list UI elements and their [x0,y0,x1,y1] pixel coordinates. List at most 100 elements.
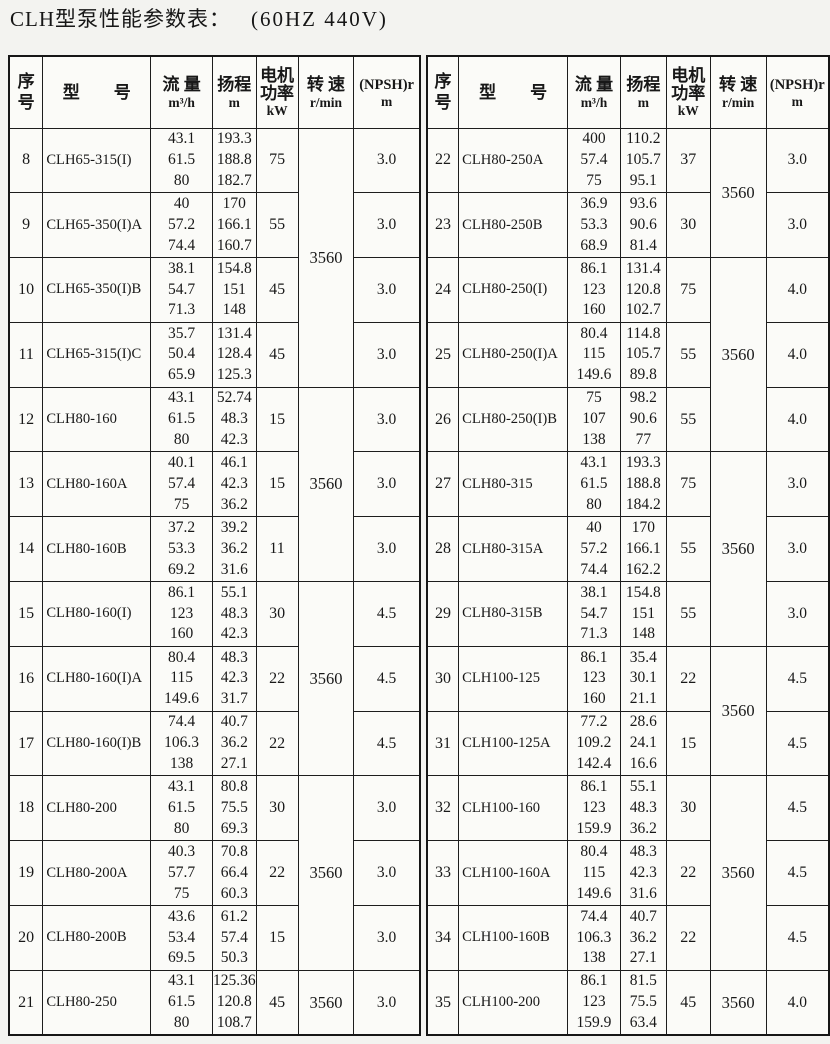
flow-cell: 40.3 57.7 75 [150,840,213,907]
power-cell: 55 [255,192,299,259]
head-cell: 125.36 120.8 108.7 [211,969,257,1036]
table-row: 20 CLH80-200B 43.6 53.4 69.5 61.2 57.4 50.3 15 3.… [8,905,421,971]
seq-cell: 26 [426,386,460,453]
header-npsh: (NPSH)r m [353,55,421,129]
seq-cell: 21 [8,969,44,1036]
model-cell: CLH80-200 [42,775,152,842]
flow-cell: 43.1 61.5 80 [150,775,213,842]
flow-cell: 86.1 123 160 [150,581,213,647]
seq-cell: 22 [426,127,460,194]
head-cell: 170 166.1 162.2 [619,516,667,583]
table-row: 21 CLH80-250 43.1 61.5 80 125.36 120.8 108.7 45 3… [8,969,421,1036]
header-model: 型 号 [42,55,152,129]
flow-cell: 38.1 54.7 71.3 [150,257,213,323]
flow-cell: 36.9 53.3 68.9 [567,192,621,259]
seq-cell: 30 [426,645,460,712]
header-model: 型 号 [458,55,569,129]
flow-cell: 77.2 109.2 142.4 [567,710,621,777]
table-row: 13 CLH80-160A 40.1 57.4 75 46.1 42.3 36.2 15 3.0 [8,451,421,518]
model-cell: CLH80-315 [458,451,569,518]
power-cell: 15 [665,710,711,777]
seq-cell: 24 [426,257,460,323]
table-row: 33 CLH100-160A 80.4 115 149.6 48.3 42.3 31.6 22 4… [426,840,830,907]
flow-cell: 43.1 61.5 80 [150,969,213,1036]
head-cell: 80.8 75.5 69.3 [211,775,257,842]
power-cell: 55 [665,321,711,388]
head-cell: 39.2 36.2 31.6 [211,516,257,583]
power-cell: 55 [665,581,711,647]
title-voltage: (60HZ 440V) [251,7,388,31]
header-row: 序号型 号流 量 m³/h 扬程 m 电机 功率 kW 转 速 r/min (NPSH)r m [8,55,421,129]
head-cell: 81.5 75.5 63.4 [619,969,667,1036]
table-row: 30 CLH100-125 86.1 123 160 35.4 30.1 21.1 22 3560… [426,645,830,777]
header-seq: 序号 [426,55,460,129]
head-cell: 46.1 42.3 36.2 [211,451,257,518]
npsh-cell: 4.5 [353,710,421,777]
model-cell: CLH80-160 [42,386,152,453]
head-cell: 98.2 90.6 77 [619,386,667,453]
seq-cell: 25 [426,321,460,388]
power-cell: 45 [255,321,299,388]
power-cell: 30 [255,775,299,842]
table-row: 15 CLH80-160(I) 86.1 123 160 55.1 48.3 42.3 30 35… [8,581,421,777]
npsh-cell: 3.0 [353,516,421,583]
table-row: 35 CLH100-200 86.1 123 159.9 81.5 75.5 63.4 45 35… [426,969,830,1036]
npsh-cell: 4.5 [353,645,421,712]
speed-cell: 3560 [709,645,767,777]
flow-cell: 40.1 57.4 75 [150,451,213,518]
power-cell: 22 [255,840,299,907]
header-seq: 序号 [8,55,44,129]
power-cell: 15 [255,451,299,518]
power-cell: 45 [665,969,711,1036]
power-cell: 15 [255,905,299,971]
npsh-cell: 4.5 [765,775,830,842]
seq-cell: 14 [8,516,44,583]
npsh-cell: 3.0 [765,192,830,259]
flow-cell: 74.4 106.3 138 [567,905,621,971]
table-row: 18 CLH80-200 43.1 61.5 80 80.8 75.5 69.3 30 3560 3… [8,775,421,971]
head-cell: 154.8 151 148 [619,581,667,647]
head-cell: 40.7 36.2 27.1 [619,905,667,971]
speed-cell: 3560 [297,127,355,388]
power-cell: 75 [665,451,711,518]
power-cell: 22 [255,645,299,712]
head-cell: 48.3 42.3 31.7 [211,645,257,712]
table-row: 19 CLH80-200A 40.3 57.7 75 70.8 66.4 60.3 22 3.0 [8,840,421,907]
model-cell: CLH80-250 [42,969,152,1036]
table-row: 28 CLH80-315A 40 57.2 74.4 170 166.1 162.2 55 3.0 [426,516,830,583]
npsh-cell: 3.0 [765,451,830,518]
flow-cell: 80.4 115 149.6 [567,840,621,907]
flow-cell: 43.6 53.4 69.5 [150,905,213,971]
head-cell: 55.1 48.3 36.2 [619,775,667,842]
flow-cell: 86.1 123 160 [567,645,621,712]
seq-cell: 10 [8,257,44,323]
npsh-cell: 3.0 [353,386,421,453]
tables-container: 序号型 号流 量 m³/h 扬程 m 电机 功率 kW 转 速 r/min (NPSH)r m 8 CL… [8,55,830,1037]
speed-cell: 3560 [709,257,767,453]
head-cell: 93.6 90.6 81.4 [619,192,667,259]
seq-cell: 32 [426,775,460,842]
head-cell: 35.4 30.1 21.1 [619,645,667,712]
flow-cell: 400 57.4 75 [567,127,621,194]
table-row: 24 CLH80-250(I) 86.1 123 160 131.4 120.8 102.7 7… [426,257,830,453]
model-cell: CLH65-350(I)A [42,192,152,259]
model-cell: CLH80-200B [42,905,152,971]
table-row: 22 CLH80-250A 400 57.4 75 110.2 105.7 95.1 37 356… [426,127,830,259]
speed-cell: 3560 [709,451,767,647]
model-cell: CLH100-125 [458,645,569,712]
flow-cell: 43.1 61.5 80 [150,127,213,194]
npsh-cell: 4.0 [765,257,830,323]
power-cell: 55 [665,516,711,583]
seq-cell: 27 [426,451,460,518]
head-cell: 28.6 24.1 16.6 [619,710,667,777]
npsh-cell: 4.0 [765,386,830,453]
model-cell: CLH100-125A [458,710,569,777]
seq-cell: 35 [426,969,460,1036]
head-cell: 170 166.1 160.7 [211,192,257,259]
npsh-cell: 4.5 [765,645,830,712]
power-cell: 55 [665,386,711,453]
flow-cell: 38.1 54.7 71.3 [567,581,621,647]
seq-cell: 17 [8,710,44,777]
flow-cell: 43.1 61.5 80 [150,386,213,453]
head-cell: 193.3 188.8 184.2 [619,451,667,518]
